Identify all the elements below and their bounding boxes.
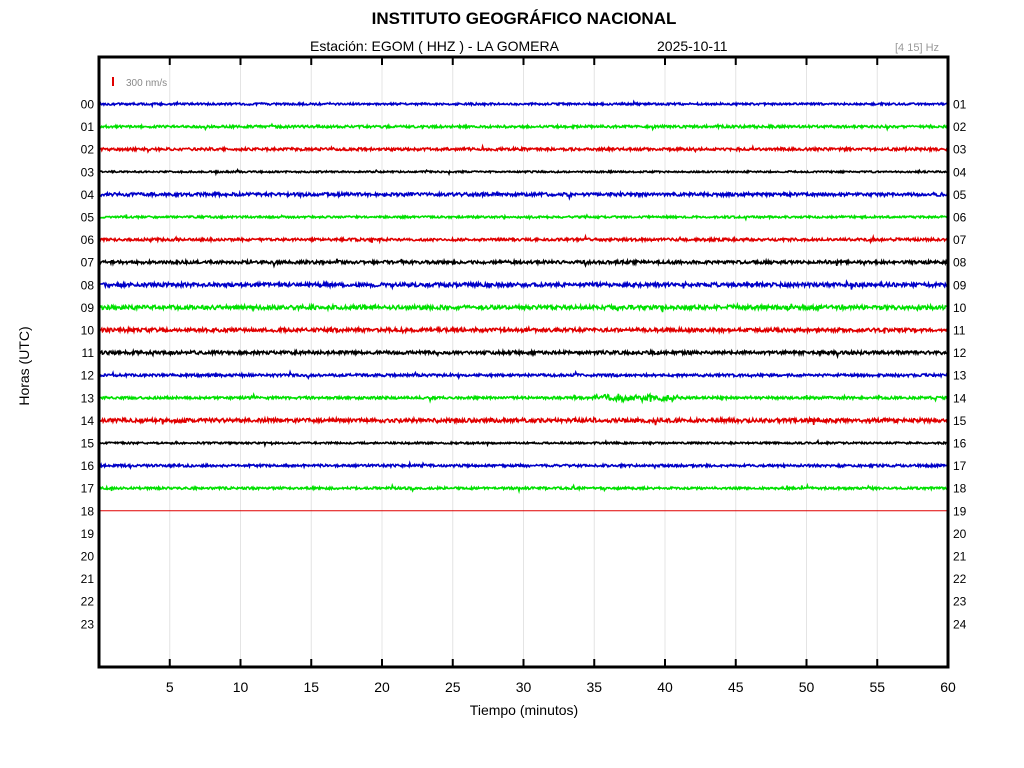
trace-hour-10: [98, 324, 948, 335]
trace-hour-12: [98, 369, 949, 381]
chart-title: INSTITUTO GEOGRÁFICO NACIONAL: [371, 9, 677, 28]
y-label-left: 06: [81, 233, 95, 247]
y-label-right: 06: [953, 211, 967, 225]
y-label-left: 12: [81, 369, 95, 383]
trace-hour-09: [98, 301, 949, 313]
plot-frame: [97, 55, 950, 669]
trace-hour-11: [98, 347, 948, 360]
y-label-right: 23: [953, 595, 967, 609]
y-label-right: 07: [953, 233, 967, 247]
y-label-left: 04: [81, 188, 95, 202]
y-label-right: 24: [953, 617, 967, 631]
trace-hour-15: [98, 438, 948, 449]
x-tick-label: 15: [303, 679, 319, 695]
y-label-left: 10: [81, 324, 95, 338]
y-label-right: 11: [953, 324, 966, 338]
y-label-left: 07: [81, 256, 95, 270]
x-tick-label: 30: [516, 679, 532, 695]
y-label-right: 09: [953, 278, 967, 292]
y-label-left: 01: [81, 120, 95, 134]
y-label-left: 15: [81, 437, 95, 451]
y-label-left: 18: [81, 504, 95, 518]
x-tick-label: 45: [728, 679, 744, 695]
y-label-right: 08: [953, 256, 967, 270]
trace-hour-16: [98, 460, 949, 470]
y-label-left: 20: [81, 550, 95, 564]
x-tick-label: 60: [940, 679, 956, 695]
y-label-left: 13: [81, 391, 95, 405]
y-label-left: 14: [81, 414, 95, 428]
y-label-left: 11: [82, 346, 95, 360]
y-label-left: 08: [81, 278, 95, 292]
trace-hour-17: [98, 482, 948, 495]
y-label-left: 03: [81, 165, 95, 179]
station-label: Estación: EGOM ( HHZ ) - LA GOMERA: [310, 38, 559, 54]
y-label-left: 00: [81, 98, 95, 112]
x-axis-label: Tiempo (minutos): [469, 702, 579, 718]
x-tick-label: 50: [799, 679, 815, 695]
x-tick-label: 5: [166, 679, 174, 695]
y-label-right: 03: [953, 143, 967, 157]
y-label-left: 19: [81, 527, 95, 541]
y-label-left: 05: [81, 211, 95, 225]
x-tick-label: 40: [657, 679, 673, 695]
date-label: 2025-10-11: [657, 38, 728, 54]
trace-hour-03: [98, 167, 948, 177]
y-label-left: 16: [81, 459, 95, 473]
y-label-left: 22: [81, 595, 95, 609]
frequency-band-label: [4 15] Hz: [895, 42, 940, 54]
y-label-right: 17: [953, 459, 967, 473]
y-label-left: 21: [81, 572, 95, 586]
y-label-right: 21: [953, 550, 967, 564]
y-label-right: 04: [953, 165, 967, 179]
y-label-right: 10: [953, 301, 967, 315]
y-label-right: 18: [953, 482, 967, 496]
y-label-right: 02: [953, 120, 967, 134]
trace-hour-08: [98, 279, 949, 291]
y-label-left: 09: [81, 301, 95, 315]
trace-hour-04: [98, 189, 949, 201]
y-label-right: 16: [953, 437, 967, 451]
y-label-right: 13: [953, 369, 967, 383]
y-label-left: 02: [81, 143, 95, 157]
x-tick-label: 55: [869, 679, 885, 695]
trace-hour-14: [98, 415, 948, 426]
y-label-right: 05: [953, 188, 967, 202]
x-tick-label: 20: [374, 679, 390, 695]
y-label-left: 17: [81, 482, 95, 496]
trace-hour-06: [98, 233, 949, 245]
x-tick-label: 10: [233, 679, 249, 695]
y-label-right: 19: [953, 504, 967, 518]
y-label-right: 20: [953, 527, 967, 541]
y-label-right: 14: [953, 391, 967, 405]
trace-hour-00: [98, 99, 949, 109]
x-tick-label: 25: [445, 679, 461, 695]
trace-hour-07: [98, 257, 948, 269]
trace-hour-02: [98, 143, 949, 154]
y-label-right: 22: [953, 572, 967, 586]
trace-hour-01: [98, 122, 948, 132]
y-label-left: 23: [81, 617, 95, 631]
y-label-right: 01: [953, 98, 967, 112]
trace-hour-05: [98, 213, 949, 222]
y-label-right: 12: [953, 346, 967, 360]
y-label-right: 15: [953, 414, 967, 428]
scale-label: 300 nm/s: [126, 78, 167, 89]
trace-hour-13: [98, 392, 948, 405]
x-tick-label: 35: [586, 679, 602, 695]
